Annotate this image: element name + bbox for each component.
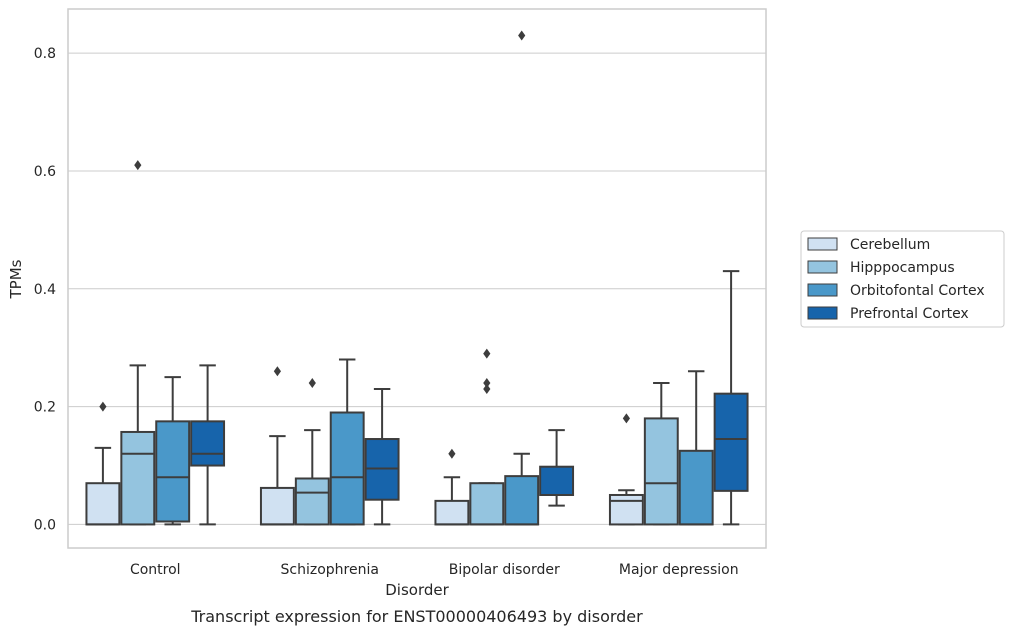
x-axis-label: Disorder bbox=[385, 581, 449, 599]
y-tick-label: 0.0 bbox=[34, 517, 56, 533]
box-0-1 bbox=[259, 366, 295, 526]
box-body bbox=[434, 499, 470, 526]
box-body bbox=[678, 449, 714, 526]
legend-label: Prefrontal Cortex bbox=[850, 306, 969, 322]
outlier-point bbox=[483, 348, 491, 359]
box-body bbox=[608, 493, 644, 526]
legend-label: Orbitofontal Cortex bbox=[850, 283, 985, 299]
legend-item: Hipppocampus bbox=[807, 260, 955, 276]
outlier-point bbox=[483, 378, 491, 389]
legend-swatch bbox=[807, 306, 838, 320]
outlier-point bbox=[518, 30, 526, 41]
outlier-point bbox=[273, 366, 281, 377]
x-tick-label: Major depression bbox=[619, 562, 739, 578]
legend-item: Prefrontal Cortex bbox=[807, 306, 969, 322]
box-body bbox=[539, 465, 575, 496]
box-body bbox=[294, 477, 330, 526]
box-body bbox=[85, 482, 121, 526]
plot-frame bbox=[67, 8, 767, 549]
y-tick-label: 0.2 bbox=[34, 400, 56, 416]
legend-swatch bbox=[807, 260, 838, 274]
box-body bbox=[504, 475, 540, 526]
x-tick-label: Bipolar disorder bbox=[449, 562, 560, 578]
axes-frame bbox=[67, 8, 767, 549]
outlier-point bbox=[99, 401, 107, 412]
y-tick-labels: 0.0 0.2 0.4 0.6 0.8 bbox=[34, 46, 56, 533]
y-tick-label: 0.4 bbox=[34, 282, 56, 298]
box-1-1 bbox=[294, 378, 330, 526]
outlier-point bbox=[622, 413, 630, 424]
box-1-2 bbox=[469, 348, 505, 526]
chart-caption: Transcript expression for ENST0000040649… bbox=[190, 607, 643, 626]
box-body bbox=[155, 420, 191, 523]
box-3-1 bbox=[364, 387, 400, 526]
legend-swatch bbox=[807, 283, 838, 297]
box-2-3 bbox=[678, 370, 714, 526]
box-1-0 bbox=[120, 160, 156, 526]
box-0-3 bbox=[608, 413, 644, 526]
legend-frame bbox=[800, 230, 1005, 328]
box-2-2 bbox=[504, 30, 540, 526]
y-tick-label: 0.8 bbox=[34, 46, 56, 62]
box-2-0 bbox=[155, 376, 191, 526]
x-tick-label: Schizophrenia bbox=[281, 562, 379, 578]
box-2-1 bbox=[329, 358, 365, 526]
x-tick-label: Control bbox=[130, 562, 181, 578]
box-body bbox=[190, 420, 226, 467]
box-groups bbox=[85, 30, 749, 526]
box-body bbox=[643, 417, 679, 526]
legend-item: Orbitofontal Cortex bbox=[807, 283, 985, 299]
legend-items: Cerebellum Hipppocampus Orbitofontal Corte… bbox=[807, 237, 985, 322]
y-axis-label: TPMs bbox=[7, 259, 25, 299]
legend-item: Cerebellum bbox=[807, 237, 930, 253]
outlier-point bbox=[134, 160, 142, 171]
legend: Cerebellum Hipppocampus Orbitofontal Corte… bbox=[800, 230, 1005, 328]
box-body bbox=[120, 430, 156, 526]
box-1-3 bbox=[643, 382, 679, 526]
legend-swatch bbox=[807, 237, 838, 251]
box-3-3 bbox=[713, 270, 749, 526]
legend-label: Hipppocampus bbox=[850, 260, 955, 276]
y-tick-label: 0.6 bbox=[34, 164, 56, 180]
box-body bbox=[713, 392, 749, 492]
box-3-2 bbox=[539, 429, 575, 507]
box-0-0 bbox=[85, 401, 121, 526]
box-body bbox=[259, 486, 295, 526]
legend-label: Cerebellum bbox=[850, 237, 930, 253]
box-body bbox=[329, 411, 365, 526]
outlier-point bbox=[308, 378, 316, 389]
box-body bbox=[469, 482, 505, 526]
box-3-0 bbox=[190, 364, 226, 526]
outlier-point bbox=[483, 383, 491, 394]
box-0-2 bbox=[434, 448, 470, 526]
outlier-point bbox=[448, 448, 456, 459]
x-tick-labels: Control Schizophrenia Bipolar disorder Majo… bbox=[130, 562, 739, 578]
